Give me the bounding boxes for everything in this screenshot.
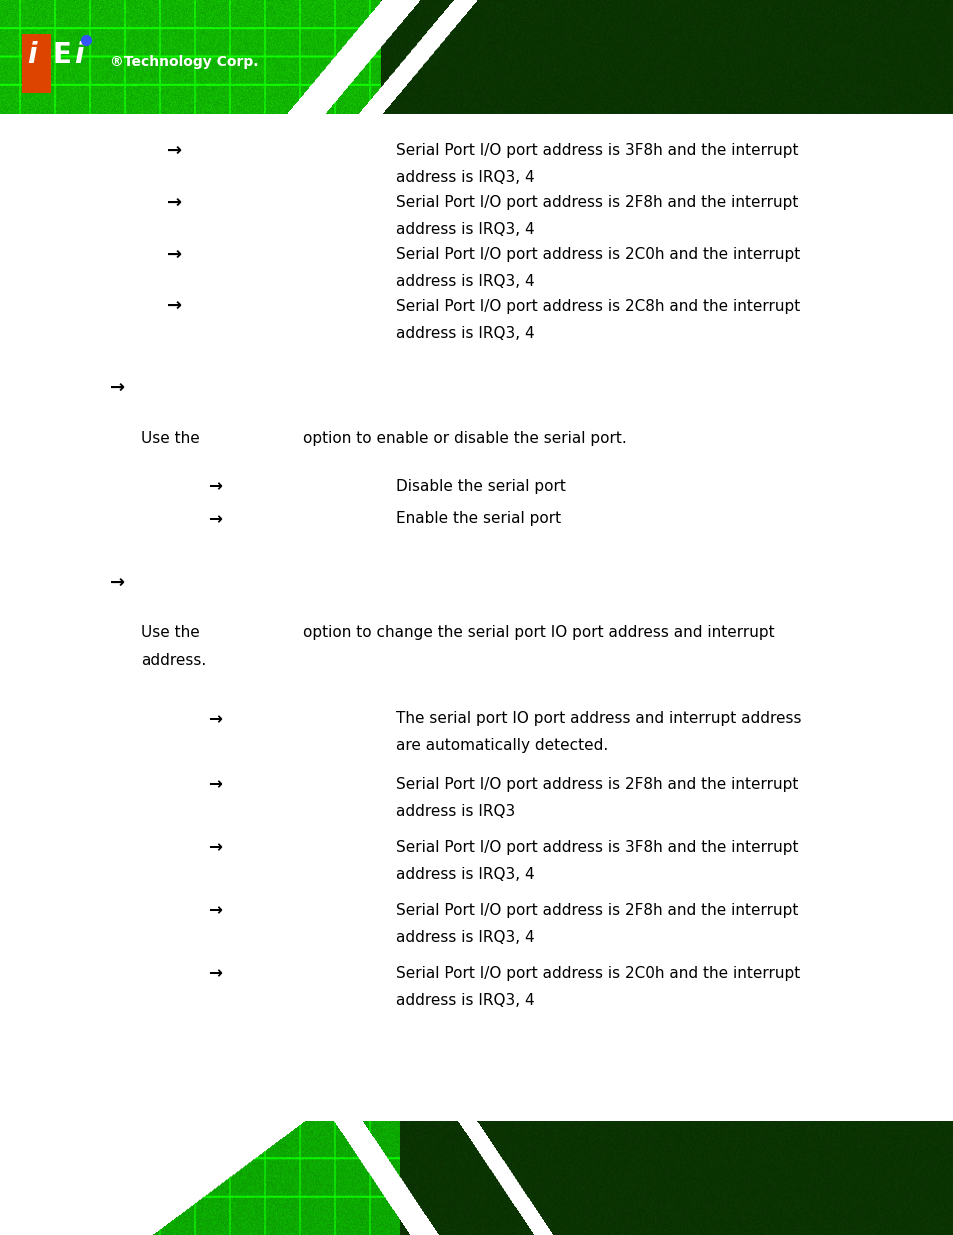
Text: →: → [208, 776, 222, 793]
Text: Use the: Use the [141, 625, 200, 640]
Text: option to change the serial port IO port address and interrupt: option to change the serial port IO port… [303, 625, 774, 640]
Text: address is IRQ3, 4: address is IRQ3, 4 [395, 993, 534, 1008]
Text: Serial Port I/O port address is 3F8h and the interrupt: Serial Port I/O port address is 3F8h and… [395, 840, 798, 855]
Text: ®Technology Corp.: ®Technology Corp. [110, 56, 258, 69]
Text: address is IRQ3, 4: address is IRQ3, 4 [395, 930, 534, 945]
Text: option to enable or disable the serial port.: option to enable or disable the serial p… [303, 431, 626, 446]
Text: i: i [74, 41, 84, 68]
Text: Serial Port I/O port address is 2F8h and the interrupt: Serial Port I/O port address is 2F8h and… [395, 777, 798, 792]
Text: i: i [27, 41, 36, 68]
Text: →: → [167, 246, 182, 263]
Text: →: → [110, 379, 125, 396]
Text: are automatically detected.: are automatically detected. [395, 739, 607, 753]
Text: →: → [208, 478, 222, 495]
Text: Use the: Use the [141, 431, 200, 446]
Text: Disable the serial port: Disable the serial port [395, 479, 565, 494]
Text: →: → [208, 710, 222, 727]
Text: address is IRQ3, 4: address is IRQ3, 4 [395, 326, 534, 341]
Text: Serial Port I/O port address is 2C8h and the interrupt: Serial Port I/O port address is 2C8h and… [395, 299, 800, 314]
Text: address is IRQ3, 4: address is IRQ3, 4 [395, 170, 534, 185]
Text: Serial Port I/O port address is 2F8h and the interrupt: Serial Port I/O port address is 2F8h and… [395, 903, 798, 918]
Text: address is IRQ3: address is IRQ3 [395, 804, 515, 819]
Text: Enable the serial port: Enable the serial port [395, 511, 560, 526]
Text: →: → [167, 142, 182, 159]
Text: →: → [208, 839, 222, 856]
Text: Serial Port I/O port address is 2C0h and the interrupt: Serial Port I/O port address is 2C0h and… [395, 966, 800, 981]
Text: E: E [52, 41, 71, 68]
Text: address.: address. [141, 653, 206, 668]
Text: →: → [208, 902, 222, 919]
Bar [22, 33, 51, 93]
Text: Serial Port I/O port address is 3F8h and the interrupt: Serial Port I/O port address is 3F8h and… [395, 143, 798, 158]
Text: The serial port IO port address and interrupt address: The serial port IO port address and inte… [395, 711, 801, 726]
Text: →: → [208, 510, 222, 527]
Text: address is IRQ3, 4: address is IRQ3, 4 [395, 867, 534, 882]
Text: →: → [110, 574, 125, 592]
Text: →: → [208, 965, 222, 982]
Text: Serial Port I/O port address is 2C0h and the interrupt: Serial Port I/O port address is 2C0h and… [395, 247, 800, 262]
Text: Serial Port I/O port address is 2F8h and the interrupt: Serial Port I/O port address is 2F8h and… [395, 195, 798, 210]
Text: →: → [167, 298, 182, 315]
Text: →: → [167, 194, 182, 211]
Text: address is IRQ3, 4: address is IRQ3, 4 [395, 274, 534, 289]
Text: address is IRQ3, 4: address is IRQ3, 4 [395, 222, 534, 237]
